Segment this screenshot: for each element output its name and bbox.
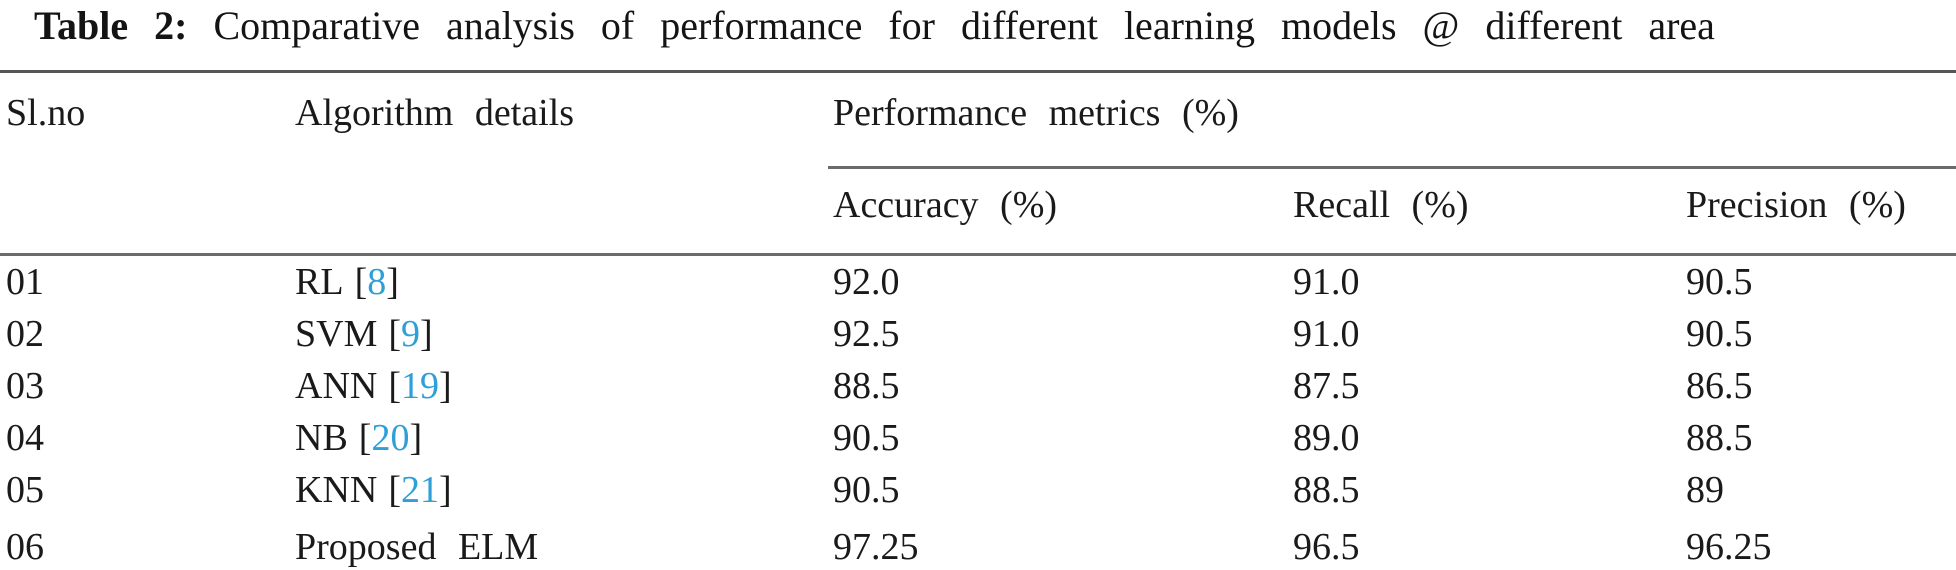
cell-slno: 02 [6, 313, 44, 355]
citation-ref[interactable]: 8 [367, 261, 387, 303]
table-caption-text: Comparative analysis of performance for … [213, 3, 1715, 48]
cell-recall: 89.0 [1293, 417, 1360, 459]
cell-recall: 88.5 [1293, 469, 1360, 511]
citation-bracket-close: ] [420, 313, 433, 355]
cell-algorithm: KNN [21] [290, 464, 828, 516]
cell-precision: 90.5 [1686, 261, 1753, 303]
col-header-accuracy: Accuracy (%) [828, 167, 1288, 256]
algorithm-name: ANN [295, 365, 378, 407]
cell-precision: 90.5 [1686, 313, 1753, 355]
cell-accuracy: 90.5 [833, 417, 900, 459]
table-row: 02 SVM [9] 92.5 91.0 90.5 [0, 308, 1956, 360]
citation-bracket-close: ] [409, 417, 423, 459]
citation-ref[interactable]: 21 [400, 469, 439, 511]
cell-precision: 88.5 [1686, 417, 1753, 459]
algorithm-name: KNN [295, 469, 378, 511]
col-header-recall: Recall (%) [1288, 167, 1681, 256]
citation-ref[interactable]: 9 [401, 313, 421, 355]
citation-ref[interactable]: 19 [400, 365, 439, 407]
table-caption-label: Table 2: [34, 3, 188, 48]
cell-accuracy: 97.25 [833, 526, 919, 568]
table-header: Sl.no Algorithm details Performance metr… [0, 71, 1956, 256]
table-row: 01 RL [8] 92.0 91.0 90.5 [0, 255, 1956, 309]
cell-algorithm: Proposed ELM [290, 516, 828, 570]
cell-recall: 96.5 [1293, 526, 1360, 568]
citation: [19] [388, 365, 451, 407]
col-header-slno: Sl.no [0, 71, 290, 256]
citation: [8] [355, 261, 399, 303]
cell-slno: 03 [6, 365, 44, 407]
citation: [20] [359, 417, 422, 459]
algorithm-name: SVM [295, 313, 378, 355]
table-row: 05 KNN [21] 90.5 88.5 89 [0, 464, 1956, 516]
table-body: 01 RL [8] 92.0 91.0 90.5 02 SVM [9] 92.5 9… [0, 255, 1956, 570]
cell-accuracy: 92.5 [833, 313, 900, 355]
citation-bracket-open: [ [388, 313, 402, 355]
cell-slno: 04 [6, 417, 44, 459]
citation-bracket-open: [ [358, 417, 372, 459]
cell-precision: 89 [1686, 469, 1724, 511]
algorithm-name: RL [295, 261, 344, 303]
cell-slno: 05 [6, 469, 44, 511]
citation: [21] [388, 469, 451, 511]
citation-bracket-close: ] [438, 469, 452, 511]
table-row: 06 Proposed ELM 97.25 96.5 96.25 [0, 516, 1956, 570]
cell-recall: 91.0 [1293, 261, 1360, 303]
citation-bracket-open: [ [354, 261, 368, 303]
col-header-precision: Precision (%) [1681, 167, 1956, 256]
citation-bracket-close: ] [386, 261, 399, 303]
citation-bracket-open: [ [388, 469, 401, 511]
cell-slno: 01 [6, 261, 44, 303]
citation-bracket-open: [ [388, 365, 401, 407]
table-row: 04 NB [20] 90.5 89.0 88.5 [0, 412, 1956, 464]
cell-algorithm: ANN [19] [290, 360, 828, 412]
citation-bracket-close: ] [438, 365, 452, 407]
cell-algorithm: RL [8] [290, 255, 828, 309]
header-row-group: Sl.no Algorithm details Performance metr… [0, 71, 1956, 256]
table-row: 03 ANN [19] 88.5 87.5 86.5 [0, 360, 1956, 412]
cell-algorithm: NB [20] [290, 412, 828, 464]
col-header-algorithm: Algorithm details [290, 71, 828, 256]
cell-recall: 87.5 [1293, 365, 1360, 407]
table-caption: Table 2: Comparative analysis of perform… [34, 0, 1715, 52]
cell-recall: 91.0 [1293, 313, 1360, 355]
cell-algorithm: SVM [9] [290, 308, 828, 360]
algorithm-name: Proposed ELM [295, 526, 539, 568]
cell-accuracy: 92.0 [833, 261, 900, 303]
header-row-metrics: Accuracy (%) Recall (%) Precision (%) [0, 167, 1956, 256]
cell-precision: 86.5 [1686, 365, 1753, 407]
cell-accuracy: 88.5 [833, 365, 900, 407]
citation: [9] [388, 313, 432, 355]
citation-ref[interactable]: 20 [371, 417, 410, 459]
cell-precision: 96.25 [1686, 526, 1772, 568]
algorithm-name: NB [295, 417, 348, 459]
cell-accuracy: 90.5 [833, 469, 900, 511]
comparison-table: Sl.no Algorithm details Performance metr… [0, 70, 1956, 570]
col-header-performance-group: Performance metrics (%) [828, 71, 1956, 169]
cell-slno: 06 [6, 526, 44, 568]
